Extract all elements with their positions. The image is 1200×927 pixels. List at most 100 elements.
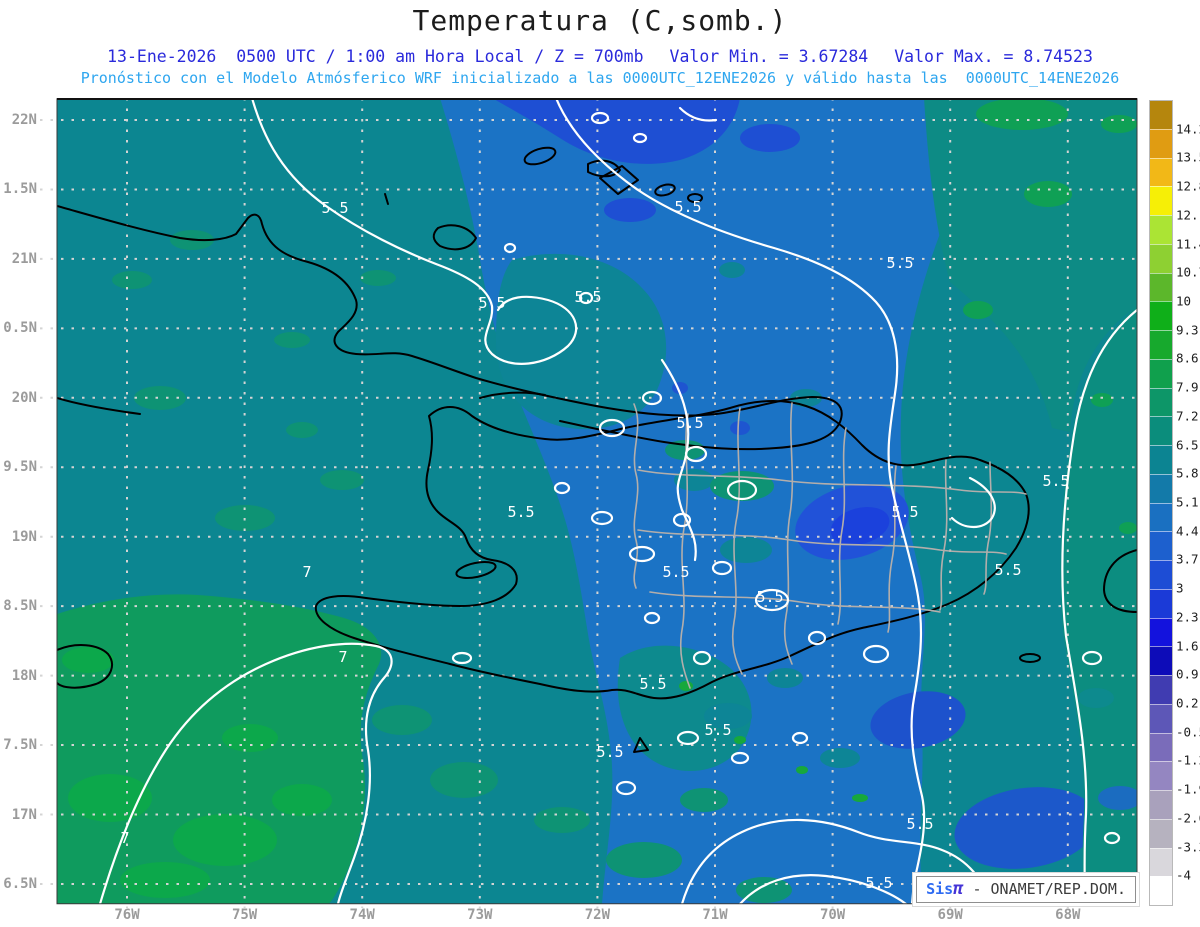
y-axis-label: 21N: [11, 250, 37, 267]
sispi-onamet-badge: Sisπ - ONAMET/REP.DOM.: [916, 876, 1136, 903]
colorbar-tick-label: 7.9: [1176, 379, 1199, 395]
contour-label-5p5: 5.5: [596, 743, 623, 761]
value-max-text: Valor Max. = 8.74523: [894, 47, 1093, 66]
colorbar-segment: [1150, 101, 1172, 129]
y-axis-label: 6.5N: [3, 875, 37, 892]
colorbar-segment: [1150, 473, 1172, 503]
y-axis-label: 1.5N: [3, 181, 37, 198]
contour-label-5p5: 5.5: [891, 503, 918, 521]
colorbar-segment: [1150, 387, 1172, 417]
contour-label-5p5: 5.5: [1042, 472, 1069, 490]
colorbar-tick-label: 0.9: [1176, 666, 1199, 682]
colorbar: [1149, 100, 1173, 906]
gonave-island: [455, 560, 497, 580]
temp-patch-cold: [492, 98, 740, 164]
colorbar-segment: [1150, 186, 1172, 215]
colorbar-tick-label: -0.5: [1176, 724, 1200, 740]
contour-label-7: 7: [302, 563, 311, 581]
colorbar-tick-label: -1.2: [1176, 752, 1200, 768]
colorbar-tick-label: 8.6: [1176, 350, 1199, 366]
colorbar-segment: [1150, 761, 1172, 790]
temperature-field: [57, 98, 1137, 904]
colorbar-tick-label: -2.6: [1176, 810, 1200, 826]
contour-label-5p5: 5.5: [676, 414, 703, 432]
colorbar-segment: [1150, 646, 1172, 675]
colorbar-tick-label: -1.9: [1176, 781, 1200, 797]
coastlines: [57, 146, 1137, 753]
pi-icon: π: [953, 879, 964, 899]
temperature-map: 5.5 5.5 5.5 5.5 5.5 5.5 5.5 5.5 5.5 5.5 …: [40, 98, 1142, 908]
contour-label-5p5: 5.5: [639, 675, 666, 693]
temp-region-northeast: [924, 98, 1137, 432]
colorbar-tick-label: 13.5: [1176, 149, 1200, 165]
colorbar-tick-label: -4: [1176, 867, 1192, 883]
temp-patch: [1098, 786, 1137, 810]
temp-patch-greenteal-group: [112, 230, 792, 903]
y-axis-label: 18N: [11, 667, 37, 684]
colorbar-segment: [1150, 560, 1172, 589]
y-axis-label: 9.5N: [3, 459, 37, 476]
temp-region-east: [1060, 306, 1137, 904]
y-axis-label: 8.5N: [3, 598, 37, 615]
colorbar-tick-label: 2.3: [1176, 609, 1199, 625]
colorbar-tick-label: 10: [1176, 293, 1192, 309]
colorbar-tick-label: 0.2: [1176, 695, 1199, 711]
colorbar-segment: [1150, 790, 1172, 819]
cuba-coastline: [57, 205, 843, 451]
x-axis-label: 72W: [584, 907, 611, 923]
colorbar-tick-label: 1.6: [1176, 638, 1199, 654]
colorbar-segment: [1150, 272, 1172, 302]
colorbar-segment: [1150, 416, 1172, 445]
contour-label-7: 7: [120, 829, 129, 847]
value-min-text: Valor Min. = 3.67284: [669, 47, 869, 66]
x-axis-label: 70W: [819, 907, 846, 923]
contour-label-5p5: 5.5: [994, 561, 1021, 579]
model-info-text: Pronóstico con el Modelo Atmósferico WRF…: [80, 69, 1120, 87]
colorbar-tick-label: 12.8: [1176, 178, 1200, 194]
contour-label-5p5: 5.5: [704, 721, 731, 739]
colorbar-tick-label: -3.3: [1176, 839, 1200, 855]
tortue-island: [479, 391, 546, 399]
colorbar-tick-label: 3: [1176, 580, 1184, 596]
colorbar-segment: [1150, 215, 1172, 244]
y-axis-label: 20N: [11, 389, 37, 406]
colorbar-tick-label: 3.7: [1176, 551, 1199, 567]
cuba-south-coast: [57, 397, 141, 415]
colorbar-tick-label: 4.4: [1176, 523, 1199, 539]
colorbar-segment: [1150, 445, 1172, 474]
colorbar-segment: [1150, 876, 1172, 905]
beata-island: [633, 737, 649, 753]
x-axis-label: 74W: [349, 907, 375, 923]
colorbar-segment: [1150, 617, 1172, 647]
colorbar-segment: [1150, 531, 1172, 560]
x-axis-label: 76W: [114, 907, 140, 923]
colorbar-segment: [1150, 358, 1172, 388]
contour-label-5p5: 5.5: [886, 254, 913, 272]
temp-patch-ne-green-group: [963, 98, 1137, 534]
temp-patch-group: [674, 262, 860, 768]
contour-label-5p5: 5.5: [906, 815, 933, 833]
colorbar-segment: [1150, 847, 1172, 877]
colorbar-tick-label: 5.8: [1176, 465, 1199, 481]
colorbar-segment: [1150, 301, 1172, 330]
temp-patch-warm-group: [62, 647, 332, 898]
colorbar-segment: [1150, 502, 1172, 532]
colorbar-tick-label: 9.3: [1176, 322, 1199, 338]
colorbar-tick-label: 5.1: [1176, 494, 1199, 510]
y-axis-label: 0.5N: [3, 320, 37, 337]
sispi-logo-text: Sis: [926, 880, 954, 898]
temp-region-green: [57, 594, 382, 904]
colorbar-tick-label: 7.2: [1176, 408, 1199, 424]
colorbar-segment: [1150, 675, 1172, 704]
y-axis-label: 19N: [11, 528, 37, 545]
contour-label-5p5: 5.5: [756, 588, 783, 606]
colorbar-segment: [1150, 128, 1172, 158]
y-axis-label: 17N: [11, 806, 37, 823]
hispaniola-coastline: [314, 400, 1030, 700]
contour-label-5p5: 5.5: [321, 199, 348, 217]
saona-island: [1019, 653, 1041, 663]
contour-label-5p5: 5.5: [674, 198, 701, 216]
contour-label-5p5: 5.5: [865, 874, 892, 892]
forecast-subtitle: 13-Ene-2026 0500 UTC / 1:00 am Hora Loca…: [0, 47, 1200, 66]
